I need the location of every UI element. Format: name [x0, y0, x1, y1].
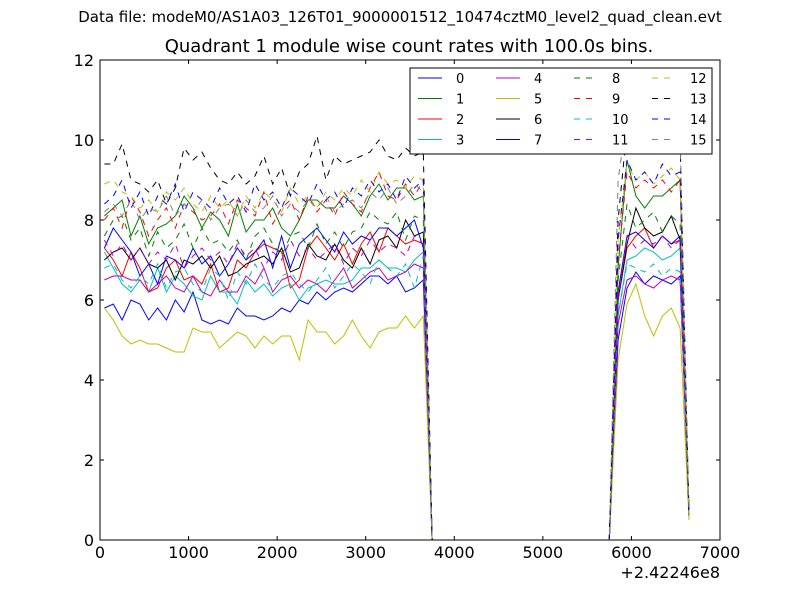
legend-label-0: 0 — [456, 72, 464, 87]
legend-label-6: 6 — [534, 113, 542, 128]
x-offset-label: +2.42246e8 — [620, 563, 720, 582]
legend-label-3: 3 — [456, 134, 464, 149]
legend-label-2: 2 — [456, 113, 464, 128]
legend-label-12: 12 — [690, 72, 707, 87]
y-tick-label: 0 — [84, 531, 94, 550]
x-tick-label: 2000 — [257, 543, 298, 562]
legend-label-9: 9 — [612, 93, 620, 108]
legend-label-4: 4 — [534, 72, 542, 87]
legend-label-10: 10 — [612, 113, 629, 128]
legend-label-1: 1 — [456, 93, 464, 108]
figure-suptitle: Data file: modeM0/AS1A03_126T01_90000015… — [78, 8, 722, 26]
legend-label-14: 14 — [690, 113, 707, 128]
y-tick-label: 10 — [74, 131, 94, 150]
x-tick-label: 4000 — [434, 543, 475, 562]
legend-label-7: 7 — [534, 134, 542, 149]
legend-label-8: 8 — [612, 72, 620, 87]
x-tick-label: 0 — [95, 543, 105, 562]
series-line-12 — [104, 162, 690, 541]
x-tick-label: 5000 — [522, 543, 563, 562]
chart-title: Quadrant 1 module wise count rates with … — [164, 36, 654, 57]
x-tick-label: 6000 — [611, 543, 652, 562]
legend-label-13: 13 — [690, 93, 707, 108]
x-axis: 0 1000 2000 3000 4000 5000 6000 7000 — [95, 60, 740, 562]
y-tick-label: 4 — [84, 371, 94, 390]
y-tick-label: 8 — [84, 211, 94, 230]
x-tick-label: 3000 — [345, 543, 386, 562]
x-tick-label: 7000 — [700, 543, 741, 562]
legend-label-15: 15 — [690, 134, 707, 149]
legend-label-5: 5 — [534, 93, 542, 108]
y-tick-label: 2 — [84, 451, 94, 470]
legend-label-11: 11 — [612, 134, 629, 149]
series-line-8 — [103, 203, 690, 541]
y-tick-label: 12 — [74, 51, 94, 70]
y-tick-label: 6 — [84, 291, 94, 310]
legend-box — [409, 67, 713, 155]
x-tick-label: 1000 — [168, 543, 209, 562]
